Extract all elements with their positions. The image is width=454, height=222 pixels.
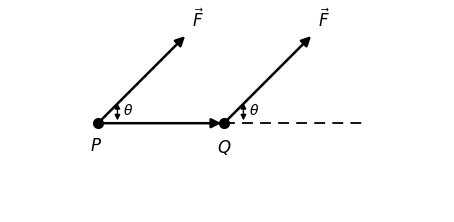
Text: $\vec{F}$: $\vec{F}$	[318, 9, 330, 31]
Text: $\theta$: $\theta$	[123, 103, 133, 118]
Text: $\theta$: $\theta$	[249, 103, 259, 118]
Text: $\vec{F}$: $\vec{F}$	[192, 9, 203, 31]
Text: $Q$: $Q$	[217, 138, 231, 157]
Text: $P$: $P$	[90, 138, 103, 155]
